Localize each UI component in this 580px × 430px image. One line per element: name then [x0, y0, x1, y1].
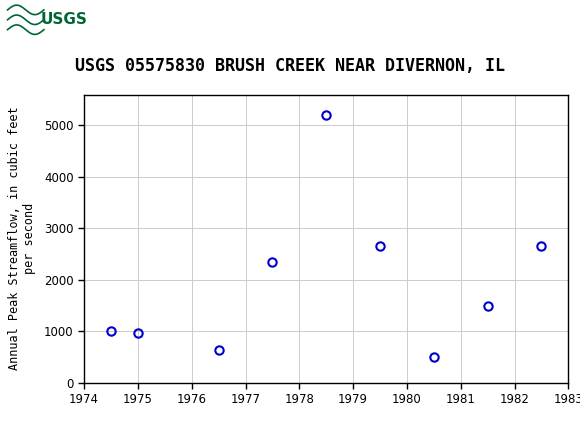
- Text: USGS 05575830 BRUSH CREEK NEAR DIVERNON, IL: USGS 05575830 BRUSH CREEK NEAR DIVERNON,…: [75, 57, 505, 75]
- Text: USGS: USGS: [41, 12, 88, 27]
- Y-axis label: Annual Peak Streamflow, in cubic feet
per second: Annual Peak Streamflow, in cubic feet pe…: [8, 107, 36, 371]
- FancyBboxPatch shape: [5, 4, 100, 36]
